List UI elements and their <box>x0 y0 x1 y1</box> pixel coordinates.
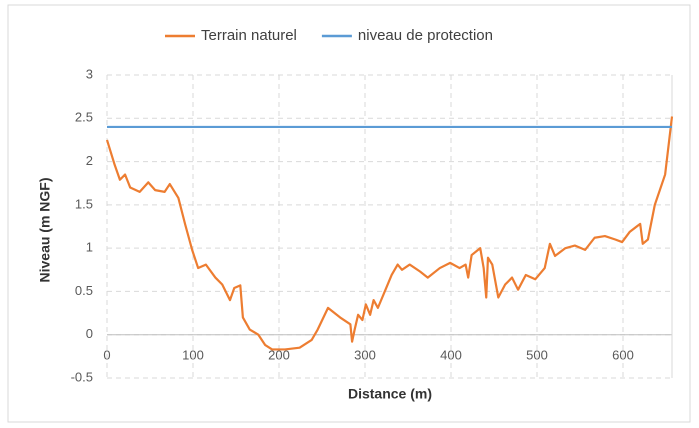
y-tick-label: 1.5 <box>75 196 93 211</box>
x-axis-title: Distance (m) <box>348 386 432 402</box>
y-tick-label: 2 <box>86 153 93 168</box>
y-tick-label: 3 <box>86 66 93 81</box>
y-tick-label: -0.5 <box>71 369 93 384</box>
y-axis-title: Niveau (m NGF) <box>37 177 53 282</box>
series-line <box>105 116 674 351</box>
y-tick-label: 0.5 <box>75 283 93 298</box>
legend-label: niveau de protection <box>358 27 493 44</box>
y-tick-label: 1 <box>86 240 93 255</box>
legend-label: Terrain naturel <box>201 27 297 44</box>
y-tick-label: 0 <box>86 326 93 341</box>
y-tick-label: 2.5 <box>75 110 93 125</box>
